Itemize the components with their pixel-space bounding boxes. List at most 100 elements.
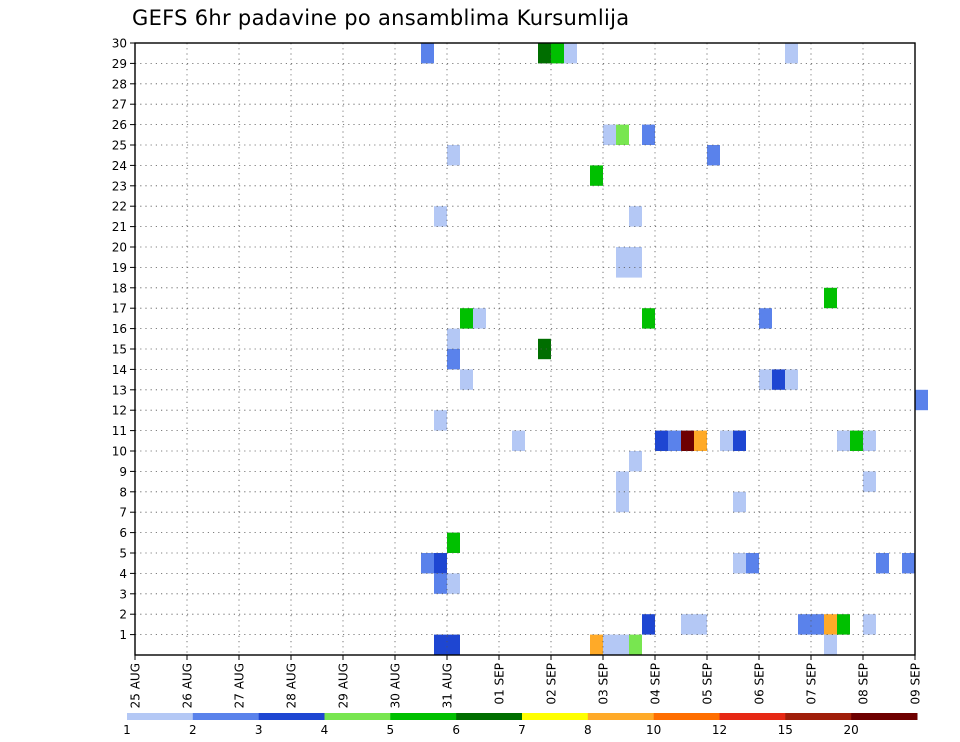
y-tick-label: 1 bbox=[119, 628, 127, 642]
heatmap-cell bbox=[447, 145, 460, 166]
heatmap-cell bbox=[551, 43, 564, 64]
heatmap-cell bbox=[694, 614, 707, 635]
heatmap-cell bbox=[785, 369, 798, 390]
y-tick-label: 2 bbox=[119, 608, 127, 622]
heatmap-cell bbox=[876, 553, 889, 574]
colorbar-swatch bbox=[653, 713, 720, 720]
x-tick-label: 28 AUG bbox=[285, 663, 299, 708]
x-tick-label: 25 AUG bbox=[129, 663, 143, 708]
x-tick-label: 30 AUG bbox=[389, 663, 403, 708]
colorbar-label: 5 bbox=[386, 723, 394, 737]
heatmap-cell bbox=[590, 634, 603, 655]
colorbar-label: 2 bbox=[189, 723, 197, 737]
colorbar-swatch bbox=[785, 713, 852, 720]
heatmap-cell bbox=[447, 532, 460, 553]
x-tick-label: 01 SEP bbox=[493, 663, 507, 705]
heatmap-cell bbox=[642, 308, 655, 329]
heatmap-cell bbox=[460, 308, 473, 329]
x-tick-label: 26 AUG bbox=[181, 663, 195, 708]
heatmap-cell bbox=[616, 257, 629, 278]
heatmap-cell bbox=[590, 165, 603, 186]
heatmap-cells bbox=[421, 43, 928, 655]
x-tick-label: 31 AUG bbox=[441, 663, 455, 708]
heatmap-cell bbox=[759, 308, 772, 329]
heatmap-cell bbox=[902, 553, 915, 574]
heatmap-cell bbox=[681, 614, 694, 635]
x-tick-label: 07 SEP bbox=[805, 663, 819, 705]
heatmap-cell bbox=[616, 124, 629, 145]
y-tick-label: 8 bbox=[119, 485, 127, 499]
heatmap-cell bbox=[603, 634, 616, 655]
heatmap-cell bbox=[434, 553, 447, 574]
heatmap-cell bbox=[421, 43, 434, 64]
heatmap-cell bbox=[811, 614, 824, 635]
colorbar-swatch bbox=[192, 713, 260, 720]
heatmap-cell bbox=[629, 257, 642, 278]
x-tick-label: 03 SEP bbox=[597, 663, 611, 705]
colorbar-label: 15 bbox=[778, 723, 793, 737]
y-tick-label: 9 bbox=[119, 465, 127, 479]
y-tick-label: 17 bbox=[112, 302, 127, 316]
heatmap-cell bbox=[629, 634, 642, 655]
heatmap-cell bbox=[824, 287, 837, 309]
colorbar-swatch bbox=[258, 713, 325, 720]
heatmap-cell bbox=[772, 369, 785, 390]
x-tick-label: 05 SEP bbox=[701, 663, 715, 705]
y-tick-label: 18 bbox=[112, 281, 127, 295]
heatmap-cell bbox=[824, 614, 837, 635]
y-tick-label: 26 bbox=[112, 118, 127, 132]
heatmap-cell bbox=[473, 308, 486, 329]
colorbar-label: 4 bbox=[321, 723, 329, 737]
x-axis: 25 AUG 26 AUG 27 AUG 28 AUG 29 AUG 30 AUG 31 A… bbox=[129, 655, 923, 708]
heatmap-cell bbox=[434, 634, 447, 655]
heatmap-cell bbox=[733, 491, 746, 513]
x-tick-label: 08 SEP bbox=[857, 663, 871, 705]
heatmap-cell bbox=[434, 410, 447, 431]
y-tick-label: 3 bbox=[119, 587, 127, 601]
heatmap-cell bbox=[915, 389, 928, 411]
colorbar: 1 2 3 4 5 6 7 8 10 12 15 20 bbox=[123, 713, 918, 737]
heatmap-cell bbox=[837, 614, 850, 635]
heatmap-cell bbox=[733, 430, 746, 451]
heatmap-cell bbox=[616, 491, 629, 513]
heatmap-cell bbox=[863, 614, 876, 635]
x-tick-label: 27 AUG bbox=[233, 663, 247, 708]
y-tick-label: 20 bbox=[112, 241, 127, 255]
heatmap-cell bbox=[668, 430, 681, 451]
y-tick-label: 23 bbox=[112, 179, 127, 193]
heatmap-cell bbox=[655, 430, 668, 451]
y-tick-label: 25 bbox=[112, 139, 127, 153]
y-tick-label: 22 bbox=[112, 200, 127, 214]
x-tick-label: 06 SEP bbox=[753, 663, 767, 705]
heatmap-cell bbox=[850, 430, 863, 451]
heatmap-cell bbox=[616, 471, 629, 492]
heatmap-cell bbox=[798, 614, 811, 635]
y-tick-label: 7 bbox=[119, 506, 127, 520]
y-tick-label: 24 bbox=[112, 159, 127, 173]
heatmap-cell bbox=[421, 553, 434, 574]
x-tick-label: 02 SEP bbox=[545, 663, 559, 705]
x-tick-label: 04 SEP bbox=[649, 663, 663, 705]
colorbar-label: 3 bbox=[255, 723, 263, 737]
y-tick-label: 13 bbox=[112, 383, 127, 397]
grid-lines bbox=[135, 43, 915, 655]
y-axis: 1234567891011121314151617181920212223242… bbox=[112, 37, 135, 642]
colorbar-swatch bbox=[127, 713, 194, 720]
heatmap-cell bbox=[720, 430, 733, 451]
colorbar-label: 10 bbox=[646, 723, 661, 737]
y-tick-label: 21 bbox=[112, 220, 127, 234]
colorbar-label: 1 bbox=[123, 723, 131, 737]
heatmap-cell bbox=[785, 43, 798, 64]
y-tick-label: 15 bbox=[112, 343, 127, 357]
heatmap-cell bbox=[824, 634, 837, 655]
y-tick-label: 11 bbox=[112, 424, 127, 438]
heatmap-cell bbox=[447, 349, 460, 370]
colorbar-label: 12 bbox=[712, 723, 727, 737]
colorbar-label: 6 bbox=[452, 723, 460, 737]
y-tick-label: 10 bbox=[112, 445, 127, 459]
heatmap-cell bbox=[863, 430, 876, 451]
colorbar-swatch bbox=[456, 713, 523, 720]
y-tick-label: 4 bbox=[119, 567, 127, 581]
y-tick-label: 28 bbox=[112, 77, 127, 91]
